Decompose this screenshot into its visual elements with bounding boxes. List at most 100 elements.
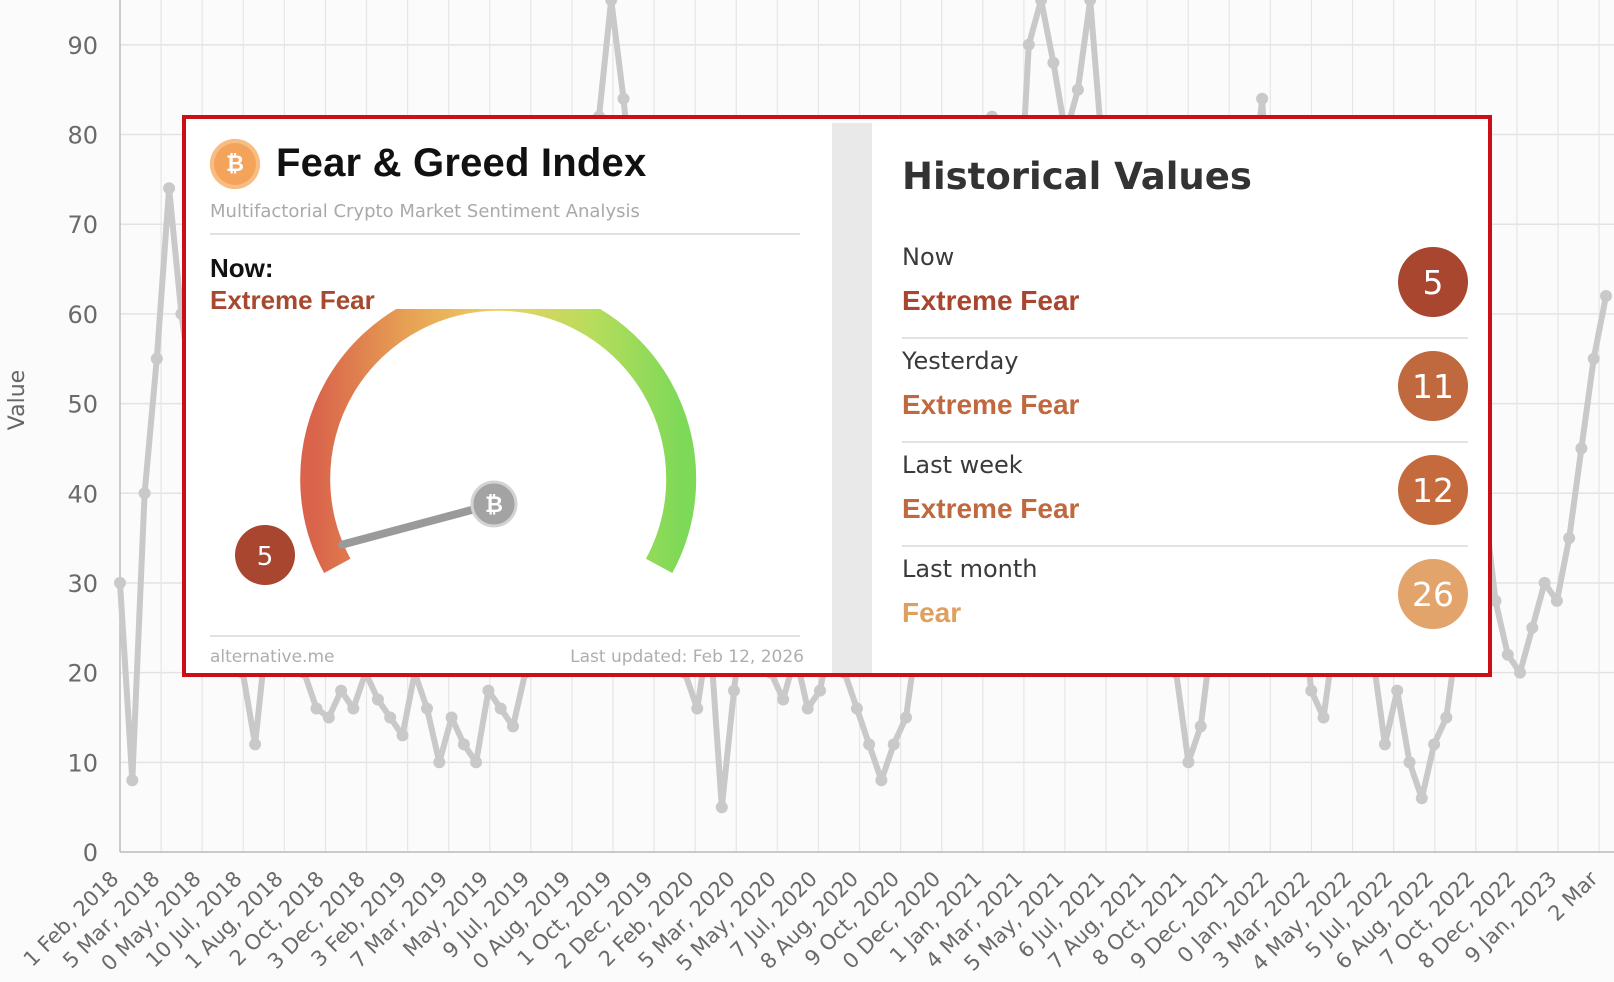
data-point: [875, 774, 888, 787]
data-point: [1047, 56, 1060, 69]
data-point: [801, 702, 814, 715]
y-tick-label: 20: [67, 660, 98, 688]
history-row-last-month: Last month Fear 26: [902, 547, 1468, 651]
history-row-yesterday: Yesterday Extreme Fear 11: [902, 339, 1468, 443]
data-point: [1501, 648, 1514, 661]
history-row-last-week: Last week Extreme Fear 12: [902, 443, 1468, 547]
y-tick-label: 80: [67, 122, 98, 150]
data-point: [814, 684, 826, 697]
gauge-needle: [338, 500, 498, 549]
data-point: [1391, 684, 1404, 697]
data-point: [777, 693, 790, 706]
row-status: Extreme Fear: [902, 285, 1080, 316]
data-point: [138, 487, 151, 500]
data-point: [335, 684, 348, 697]
data-point: [1526, 621, 1539, 634]
data-point: [863, 738, 876, 751]
data-point: [900, 711, 912, 724]
y-axis-label: Value: [5, 370, 30, 430]
data-point: [1403, 756, 1416, 769]
data-point: [114, 576, 126, 589]
value-badge: 12: [1398, 455, 1468, 525]
data-point: [1550, 594, 1563, 607]
data-point: [445, 711, 458, 724]
row-status: Extreme Fear: [902, 389, 1080, 420]
divider: [210, 635, 800, 637]
data-point: [1600, 290, 1612, 302]
historical-panel: Historical Values Now Extreme Fear 5 Yes…: [876, 119, 1496, 673]
last-updated: Last updated: Feb 12, 2026: [570, 647, 804, 667]
data-point: [1317, 711, 1330, 724]
row-divider: [902, 337, 1468, 339]
data-point: [1563, 532, 1576, 545]
history-row-now: Now Extreme Fear 5: [902, 235, 1468, 339]
data-point: [470, 756, 483, 769]
data-point: [310, 702, 323, 715]
gauge-value: 5: [257, 542, 274, 572]
data-point: [322, 711, 335, 724]
row-status: Fear: [902, 597, 962, 628]
data-point: [1415, 792, 1428, 805]
y-tick-label: 30: [67, 570, 98, 598]
y-tick-label: 60: [67, 301, 98, 329]
row-label: Now: [902, 243, 955, 271]
y-tick-label: 10: [67, 749, 98, 777]
data-point: [1182, 756, 1195, 769]
historical-title: Historical Values: [902, 155, 1252, 198]
data-point: [728, 684, 740, 697]
data-point: [715, 801, 728, 814]
y-tick-label: 70: [67, 211, 98, 239]
data-point: [1587, 352, 1600, 365]
sentiment-gauge: ₿ 5: [235, 309, 697, 585]
data-point: [1305, 684, 1318, 697]
index-subtitle: Multifactorial Crypto Market Sentiment A…: [210, 201, 640, 222]
fear-greed-card: ₿ Fear & Greed Index Multifactorial Cryp…: [182, 115, 1492, 677]
row-divider: [902, 441, 1468, 443]
data-point: [1022, 38, 1035, 51]
data-point: [433, 756, 446, 769]
data-point: [163, 182, 176, 195]
data-point: [1575, 442, 1588, 455]
data-point: [384, 711, 397, 724]
bitcoin-logo-icon: ₿: [210, 139, 260, 189]
row-divider: [902, 545, 1468, 547]
panel-divider: [832, 123, 872, 673]
data-point: [482, 684, 495, 697]
row-status: Extreme Fear: [902, 493, 1080, 524]
row-label: Last week: [902, 451, 1023, 479]
row-label: Last month: [902, 555, 1038, 583]
data-point: [507, 720, 519, 733]
data-point: [371, 693, 384, 706]
source-link[interactable]: alternative.me: [210, 647, 335, 667]
gauge-arc: [300, 309, 697, 574]
divider: [210, 233, 800, 235]
y-tick-label: 0: [83, 839, 98, 867]
data-point: [1035, 0, 1048, 6]
data-point: [691, 702, 704, 715]
data-point: [126, 774, 139, 787]
row-label: Yesterday: [902, 347, 1019, 375]
data-point: [617, 92, 630, 105]
value-badge: 26: [1398, 559, 1468, 629]
data-point: [1378, 738, 1391, 751]
data-point: [1428, 738, 1441, 751]
data-point: [1084, 0, 1097, 6]
data-point: [1194, 720, 1207, 733]
data-point: [1440, 711, 1453, 724]
data-point: [1489, 594, 1502, 607]
data-point: [1514, 666, 1526, 679]
data-point: [887, 738, 900, 751]
data-point: [494, 702, 507, 715]
value-badge: 11: [1398, 351, 1468, 421]
data-point: [421, 702, 433, 715]
data-point: [1071, 83, 1084, 96]
data-point: [457, 738, 470, 751]
data-point: [150, 352, 163, 365]
data-point: [396, 729, 409, 742]
needle-hub-symbol: ₿: [485, 493, 503, 518]
y-tick-label: 40: [67, 480, 98, 508]
data-point: [347, 702, 360, 715]
y-tick-label: 90: [67, 32, 98, 60]
now-label: Now:: [210, 253, 274, 283]
